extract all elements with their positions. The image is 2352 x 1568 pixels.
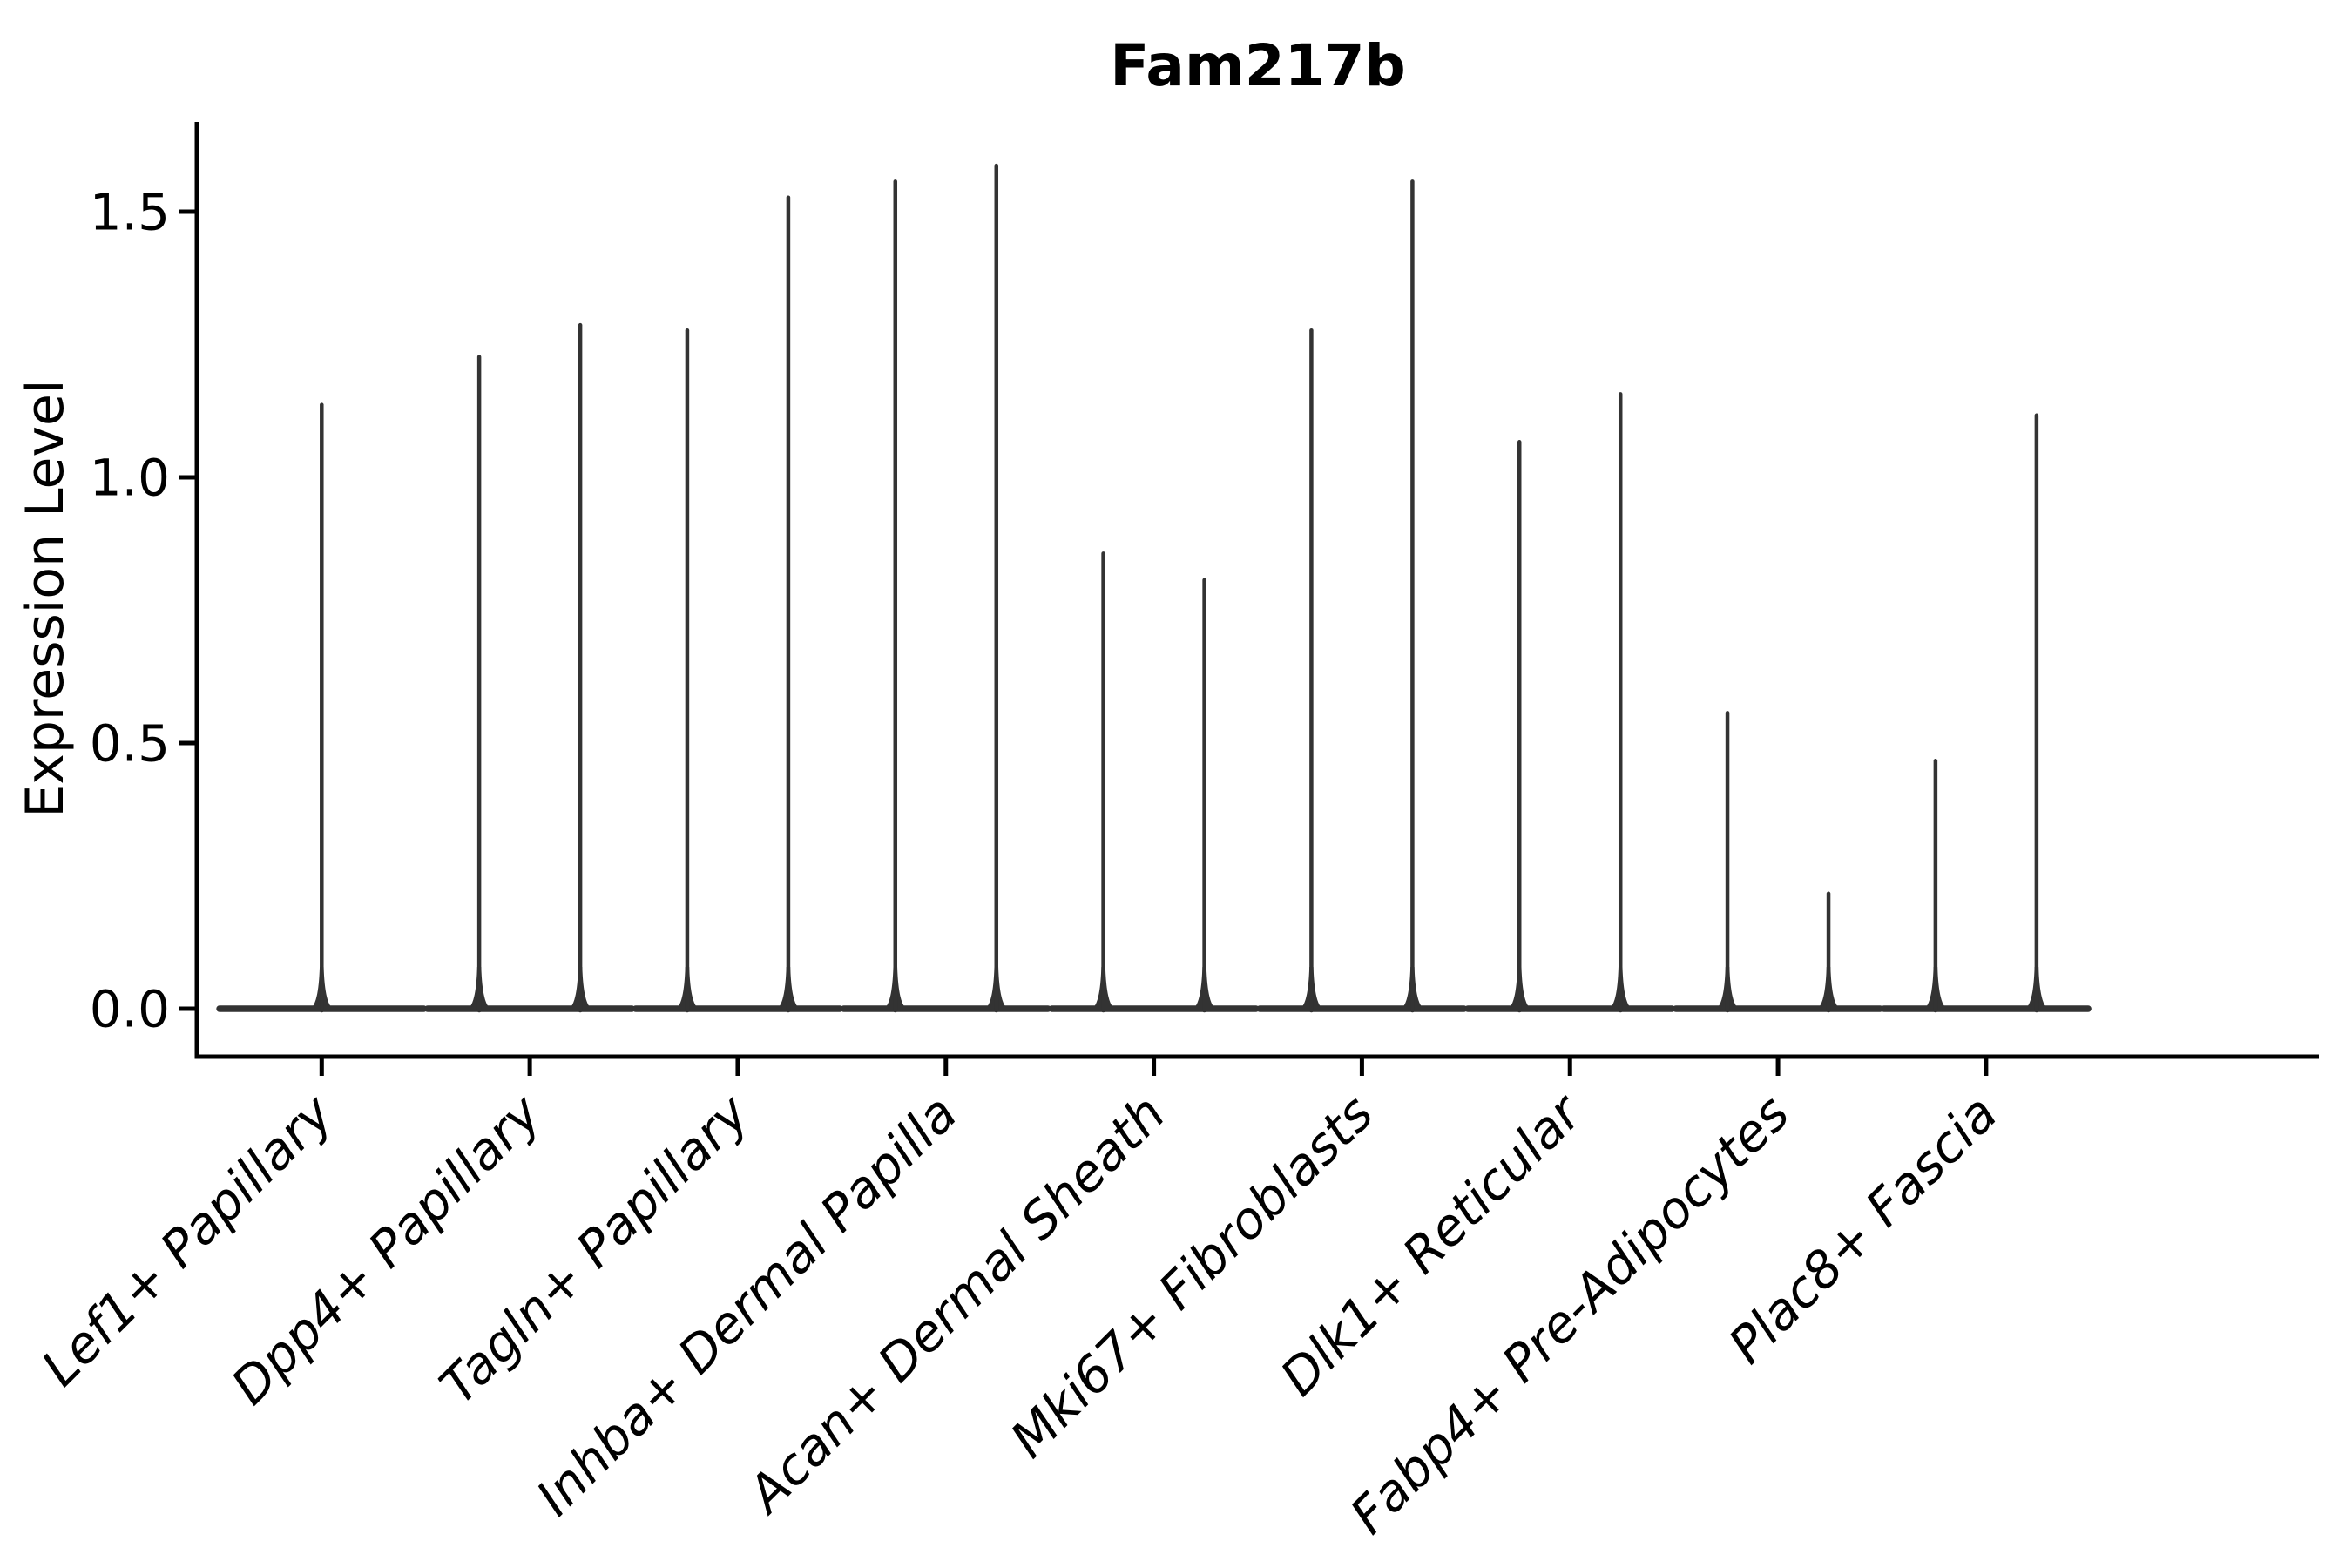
violin-base: [1673, 1005, 1884, 1012]
x-category-label: Inhba+ Dermal Papilla: [525, 1084, 969, 1527]
y-tick-label: 0.0: [90, 979, 170, 1038]
violin-group: [1880, 413, 2092, 1013]
violins-layer: [216, 163, 2092, 1013]
violin-base: [1880, 1005, 2092, 1012]
violin-base: [840, 1005, 1051, 1012]
violin-group: [632, 195, 843, 1013]
violin-group: [216, 402, 428, 1013]
violin-group: [1464, 392, 1676, 1013]
y-ticks-layer: 0.0 0.5 1.0 1.5: [90, 182, 197, 1038]
violin-base: [1048, 1005, 1260, 1012]
violin-group: [1256, 179, 1468, 1013]
violin-group: [424, 322, 636, 1013]
axes-layer: [194, 122, 2319, 1059]
y-tick-label: 1.5: [90, 182, 170, 241]
y-axis-label: Expression Level: [15, 379, 76, 817]
x-category-label: Mki67+ Fibroblasts: [999, 1084, 1385, 1470]
y-tick-label: 0.5: [90, 713, 170, 773]
chart-title: Fam217b: [1110, 32, 1406, 99]
x-category-label: Acan+ Dermal Sheath: [734, 1084, 1177, 1526]
violin-group: [1048, 551, 1260, 1013]
y-tick-label: 1.0: [90, 448, 170, 507]
x-ticks-layer: [319, 1057, 1989, 1076]
violin-base: [632, 1005, 843, 1012]
violin-base: [1256, 1005, 1468, 1012]
x-category-label: Fabp4+ Pre-Adipocytes: [1339, 1084, 1801, 1545]
violin-base: [424, 1005, 636, 1012]
violin-group: [840, 163, 1051, 1013]
violin-group: [1673, 711, 1884, 1013]
violin-base: [1464, 1005, 1676, 1012]
